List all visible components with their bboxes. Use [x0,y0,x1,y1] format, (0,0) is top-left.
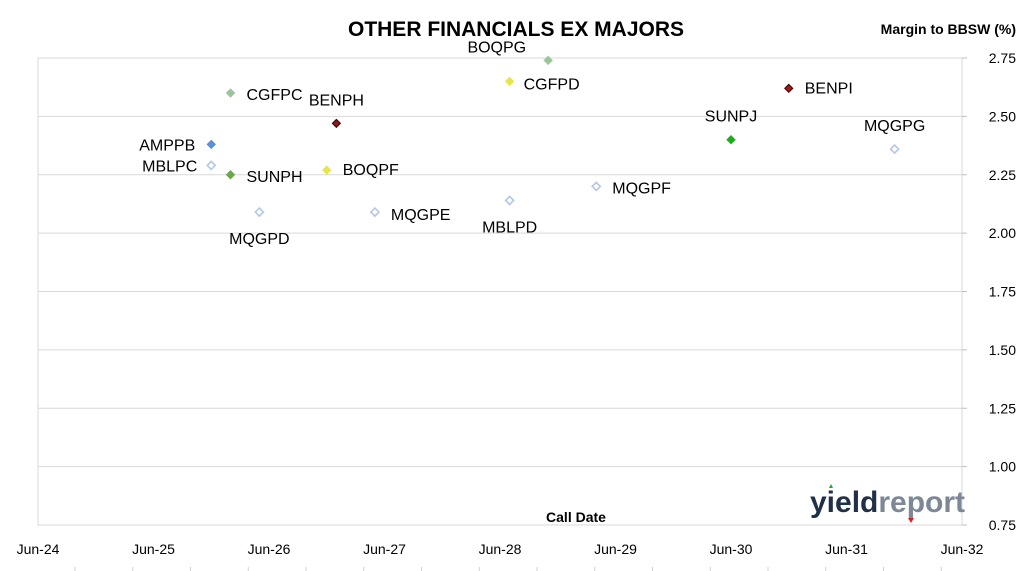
point-mqgpf [591,181,602,192]
logo-down-arrow-icon [908,518,914,523]
y-tick-label: 1.75 [989,284,1016,300]
point-label-benph: BENPH [309,92,364,109]
x-tick-label: Jun-31 [825,541,868,557]
x-tick-label: Jun-30 [710,541,753,557]
y-tick-label: 1.50 [989,342,1016,358]
y-tick-label: 2.50 [989,108,1016,124]
point-mblpc [206,160,217,171]
x-tick-label: Jun-24 [17,541,60,557]
point-benph [331,118,342,129]
x-tick-label: Jun-29 [594,541,637,557]
x-tick-label: Jun-26 [248,541,291,557]
point-mqgpe [369,206,381,218]
point-mblpd [504,195,515,206]
x-tick-label: Jun-32 [941,541,984,557]
point-label-mblpd: MBLPD [482,219,537,236]
point-label-mqgpd: MQGPD [229,231,289,248]
x-tick-label: Jun-25 [132,541,175,557]
svg-text:yieldreport: yieldreport [810,486,965,519]
point-cgfpc [225,88,236,98]
chart-title: OTHER FINANCIALS EX MAJORS [348,18,684,41]
point-label-cgfpd: CGFPD [524,76,580,93]
logo-up-arrow-icon [829,484,833,488]
point-label-amppb: AMPPB [139,137,195,154]
point-label-mqgpe: MQGPE [391,207,451,224]
point-mqgpd [254,206,265,218]
point-label-benpi: BENPI [805,80,853,97]
point-label-cgfpc: CGFPC [247,87,303,104]
point-label-sunph: SUNPH [247,169,303,186]
point-boqpf [322,165,332,175]
y-tick-label: 1.25 [989,400,1016,416]
y-tick-label: 2.75 [989,50,1016,66]
point-cgfpd [504,76,515,87]
y-tick-label: 2.00 [989,225,1016,241]
y-tick-label: 1.00 [989,459,1016,475]
y-tick-label: 2.25 [989,167,1016,183]
point-label-mblpc: MBLPC [142,158,197,175]
point-label-sunpj: SUNPJ [705,109,757,126]
y-axis-title: Margin to BBSW (%) [881,21,1016,37]
point-boqpg [543,55,553,66]
point-label-boqpg: BOQPG [467,39,526,56]
point-label-mqgpf: MQGPF [612,180,671,197]
logo-text-yield: yield [810,486,878,519]
point-label-boqpf: BOQPF [343,162,399,179]
x-axis-title: Call Date [546,509,606,525]
point-label-mqgpg: MQGPG [864,118,925,135]
point-amppb [206,139,216,150]
point-benpi [784,83,794,94]
point-sunph [225,170,236,180]
point-mqgpg [889,143,900,155]
x-tick-label: Jun-28 [479,541,522,557]
x-tick-label: Jun-27 [363,541,406,557]
y-tick-label: 0.75 [989,517,1016,533]
logo-text-report: report [878,486,965,519]
yieldreport-logo: yieldreport [810,484,965,523]
point-sunpj [726,135,736,145]
